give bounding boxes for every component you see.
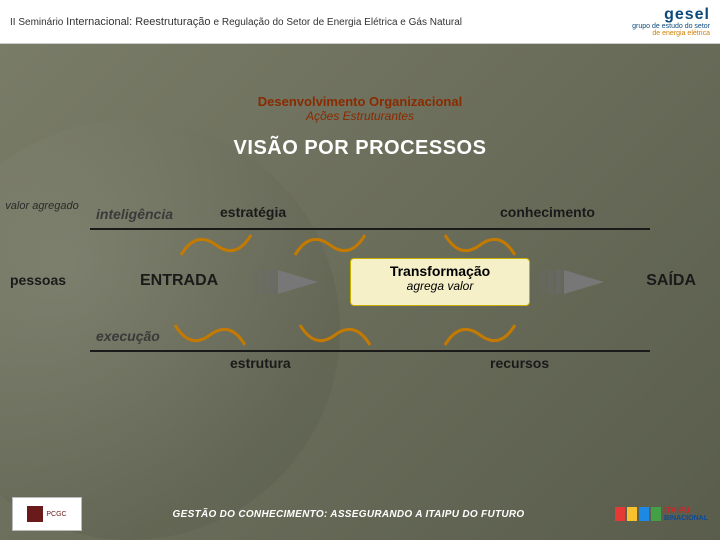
logo-block bbox=[639, 507, 649, 521]
itaipu-logo-text: ITAIPU BINACIONAL bbox=[664, 507, 708, 522]
bottom-divider-line bbox=[90, 350, 650, 352]
arrow-transform-to-saida bbox=[540, 270, 604, 294]
itaipu-logo: ITAIPU BINACIONAL bbox=[615, 507, 708, 522]
logo-block bbox=[615, 507, 625, 521]
title-pre: II Seminário bbox=[10, 17, 66, 28]
itaipu-sub: BINACIONAL bbox=[664, 515, 708, 522]
wave-connector-icon bbox=[440, 230, 520, 260]
label-conhecimento: conhecimento bbox=[500, 204, 595, 220]
label-saida-sub: valor agregado bbox=[0, 200, 84, 212]
pcgc-logo: PCGC bbox=[12, 497, 82, 531]
gesel-logo-sub1: grupo de estudo do setor bbox=[632, 23, 710, 30]
footer-bar: PCGC GESTÃO DO CONHECIMENTO: ASSEGURANDO… bbox=[0, 488, 720, 540]
pcgc-logo-icon bbox=[27, 506, 43, 522]
label-entrada: ENTRADA bbox=[140, 272, 218, 290]
title-post: e Regulação do Setor de Energia Elétrica… bbox=[214, 17, 462, 28]
label-pessoas: pessoas bbox=[10, 272, 66, 288]
label-estrutura: estrutura bbox=[230, 355, 291, 371]
label-recursos: recursos bbox=[490, 355, 549, 371]
wave-connector-icon bbox=[290, 230, 370, 260]
label-estrategia: estratégia bbox=[220, 204, 286, 220]
itaipu-logo-blocks bbox=[615, 507, 661, 521]
gesel-logo-sub2: de energia elétrica bbox=[632, 30, 710, 37]
gesel-logo: gesel grupo de estudo do setor de energi… bbox=[632, 7, 710, 37]
seminar-title: II Seminário Internacional: Reestruturaç… bbox=[10, 16, 462, 28]
top-divider-line bbox=[90, 228, 650, 230]
section-line2: Ações Estruturantes bbox=[0, 109, 720, 123]
transform-title: Transformação bbox=[351, 263, 529, 279]
label-saida: SAÍDA bbox=[646, 272, 696, 290]
label-execucao: execução bbox=[96, 328, 160, 344]
wave-connector-icon bbox=[440, 320, 520, 350]
header-bar: II Seminário Internacional: Reestruturaç… bbox=[0, 0, 720, 44]
section-title: Desenvolvimento Organizacional Ações Est… bbox=[0, 94, 720, 123]
label-inteligencia: inteligência bbox=[96, 206, 173, 222]
logo-block bbox=[651, 507, 661, 521]
wave-connector-icon bbox=[176, 230, 256, 260]
wave-connector-icon bbox=[295, 320, 375, 350]
gesel-logo-name: gesel bbox=[632, 7, 710, 23]
title-mid: Internacional: Reestruturação bbox=[66, 16, 213, 28]
footer-text: GESTÃO DO CONHECIMENTO: ASSEGURANDO A IT… bbox=[173, 509, 525, 520]
arrow-entrada-to-transform bbox=[254, 270, 318, 294]
pcgc-logo-text: PCGC bbox=[46, 511, 66, 518]
wave-connector-icon bbox=[170, 320, 250, 350]
transformation-box: Transformação agrega valor bbox=[350, 258, 530, 306]
main-title: VISÃO POR PROCESSOS bbox=[0, 137, 720, 160]
itaipu-name: ITAIPU bbox=[664, 507, 708, 515]
logo-block bbox=[627, 507, 637, 521]
transform-sub: agrega valor bbox=[351, 279, 529, 293]
section-line1: Desenvolvimento Organizacional bbox=[0, 94, 720, 109]
process-diagram: inteligência estratégia conhecimento pes… bbox=[0, 200, 720, 440]
